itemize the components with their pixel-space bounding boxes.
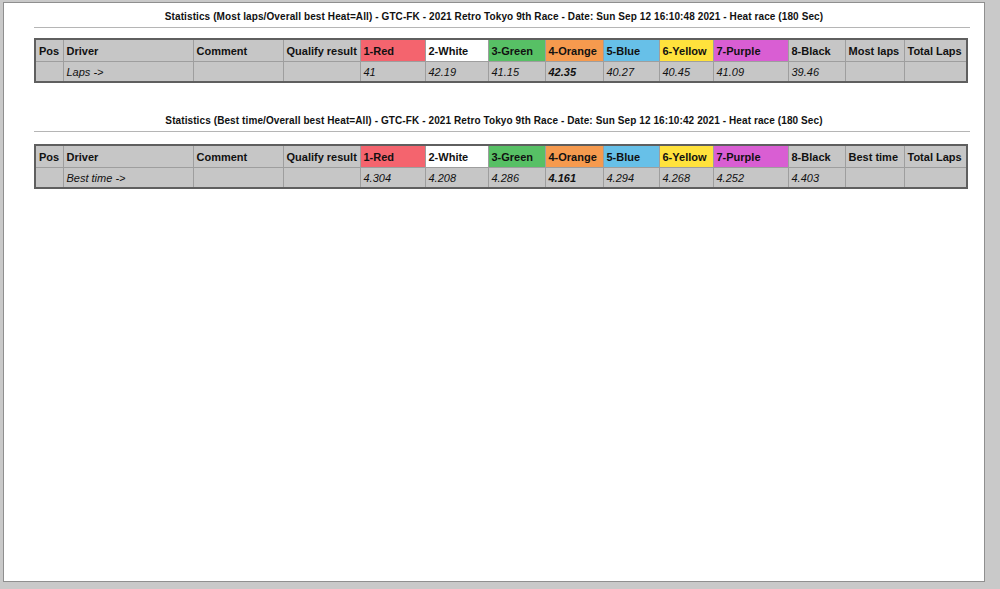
summary-heat-cell: 4.268: [659, 168, 713, 189]
title-divider: [34, 27, 970, 28]
summary-row: Laps -> 4142.1941.1542.3540.2740.4541.093…: [35, 62, 967, 83]
summary-heat-cell: 4.286: [488, 168, 545, 189]
column-header-4-orange: 4-Orange: [545, 39, 603, 62]
column-header-5-blue: 5-Blue: [603, 39, 659, 62]
summary-qualify-cell: [283, 62, 360, 83]
title-divider: [34, 131, 970, 132]
column-header-2-white: 2-White: [425, 145, 488, 168]
column-header-7-purple: 7-Purple: [713, 145, 788, 168]
summary-heat-cell: 4.208: [425, 168, 488, 189]
summary-heat-cell: 4.161: [545, 168, 603, 189]
summary-total-cell: [904, 62, 967, 83]
summary-pos-cell: [35, 62, 63, 83]
summary-row: Best time ->4.3044.2084.2864.1614.2944.2…: [35, 168, 967, 189]
summary-heat-cell: 4.252: [713, 168, 788, 189]
header-row: PosDriverCommentQualify result1-Red2-Whi…: [35, 145, 967, 168]
summary-qualify-cell: [283, 168, 360, 189]
summary-heat-cell: 4.304: [360, 168, 425, 189]
summary-comment-cell: [193, 168, 283, 189]
column-header-3-green: 3-Green: [488, 145, 545, 168]
column-header-qualify-result: Qualify result: [283, 39, 360, 62]
best-time-table: PosDriverCommentQualify result1-Red2-Whi…: [34, 144, 968, 189]
column-header-4-orange: 4-Orange: [545, 145, 603, 168]
column-header-6-yellow: 6-Yellow: [659, 39, 713, 62]
summary-heat-cell: 41.15: [488, 62, 545, 83]
scanned-report-page: Statistics (Most laps/Overall best Heat=…: [3, 2, 985, 582]
column-header-2-white: 2-White: [425, 39, 488, 62]
column-header-1-red: 1-Red: [360, 145, 425, 168]
summary-heat-cell: 40.45: [659, 62, 713, 83]
summary-heat-cell: 39.46: [788, 62, 845, 83]
most-laps-table-title: Statistics (Most laps/Overall best Heat=…: [4, 11, 984, 22]
summary-heat-cell: 42.35: [545, 62, 603, 83]
summary-heat-cell: 42.19: [425, 62, 488, 83]
summary-heat-cell: 41: [360, 62, 425, 83]
summary-pos-cell: [35, 168, 63, 189]
summary-total-cell: [904, 168, 967, 189]
summary-heat-cell: 4.403: [788, 168, 845, 189]
column-header-8-black: 8-Black: [788, 39, 845, 62]
column-header-6-yellow: 6-Yellow: [659, 145, 713, 168]
column-header-8-black: 8-Black: [788, 145, 845, 168]
column-header-total-laps: Total Laps: [904, 145, 967, 168]
best-time-section: Statistics (Best time/Overall best Heat=…: [4, 115, 984, 189]
summary-label-cell: Best time ->: [63, 168, 193, 189]
column-header-most-laps: Most laps: [845, 39, 904, 62]
summary-result-cell: [845, 168, 904, 189]
summary-label-cell: Laps ->: [63, 62, 193, 83]
summary-comment-cell: [193, 62, 283, 83]
summary-result-cell: [845, 62, 904, 83]
summary-heat-cell: 4.294: [603, 168, 659, 189]
column-header-total-laps: Total Laps: [904, 39, 967, 62]
most-laps-table: PosDriverCommentQualify result1-Red2-Whi…: [34, 38, 968, 83]
column-header-3-green: 3-Green: [488, 39, 545, 62]
header-row: PosDriverCommentQualify result1-Red2-Whi…: [35, 39, 967, 62]
column-header-1-red: 1-Red: [360, 39, 425, 62]
column-header-qualify-result: Qualify result: [283, 145, 360, 168]
column-header-best-time: Best time: [845, 145, 904, 168]
summary-heat-cell: 41.09: [713, 62, 788, 83]
column-header-pos: Pos: [35, 39, 63, 62]
column-header-driver: Driver: [63, 39, 193, 62]
column-header-pos: Pos: [35, 145, 63, 168]
column-header-7-purple: 7-Purple: [713, 39, 788, 62]
column-header-driver: Driver: [63, 145, 193, 168]
column-header-comment: Comment: [193, 39, 283, 62]
column-header-comment: Comment: [193, 145, 283, 168]
column-header-5-blue: 5-Blue: [603, 145, 659, 168]
summary-heat-cell: 40.27: [603, 62, 659, 83]
most-laps-section: Statistics (Most laps/Overall best Heat=…: [4, 11, 984, 83]
best-time-table-title: Statistics (Best time/Overall best Heat=…: [4, 115, 984, 126]
